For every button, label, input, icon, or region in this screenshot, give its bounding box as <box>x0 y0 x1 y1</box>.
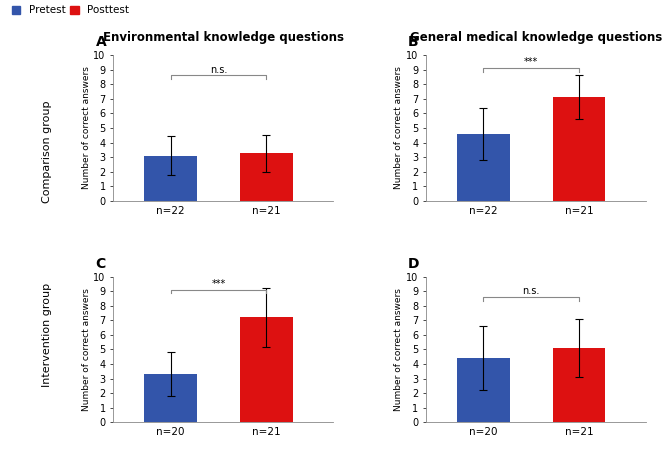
Title: Environmental knowledge questions: Environmental knowledge questions <box>103 31 344 44</box>
Bar <box>553 97 605 201</box>
Title: General medical knowledge questions: General medical knowledge questions <box>410 31 662 44</box>
Bar <box>457 358 509 422</box>
Text: C: C <box>96 257 106 271</box>
Text: Intervention group: Intervention group <box>41 283 52 387</box>
Y-axis label: Number of correct answers: Number of correct answers <box>394 67 403 190</box>
Bar <box>240 153 292 201</box>
Text: n.s.: n.s. <box>210 65 227 75</box>
Bar <box>457 134 509 201</box>
Text: ***: *** <box>211 279 226 289</box>
Y-axis label: Number of correct answers: Number of correct answers <box>81 288 91 411</box>
Y-axis label: Number of correct answers: Number of correct answers <box>81 67 91 190</box>
Bar <box>553 348 605 422</box>
Bar <box>240 317 292 422</box>
Text: B: B <box>408 35 419 49</box>
Bar <box>145 374 197 422</box>
Text: D: D <box>408 257 420 271</box>
Text: Comparison group: Comparison group <box>41 100 52 203</box>
Legend: Pretest, Posttest: Pretest, Posttest <box>12 5 129 15</box>
Text: ***: *** <box>524 57 538 67</box>
Text: A: A <box>96 35 107 49</box>
Bar <box>145 156 197 201</box>
Y-axis label: Number of correct answers: Number of correct answers <box>394 288 403 411</box>
Text: n.s.: n.s. <box>522 286 540 296</box>
